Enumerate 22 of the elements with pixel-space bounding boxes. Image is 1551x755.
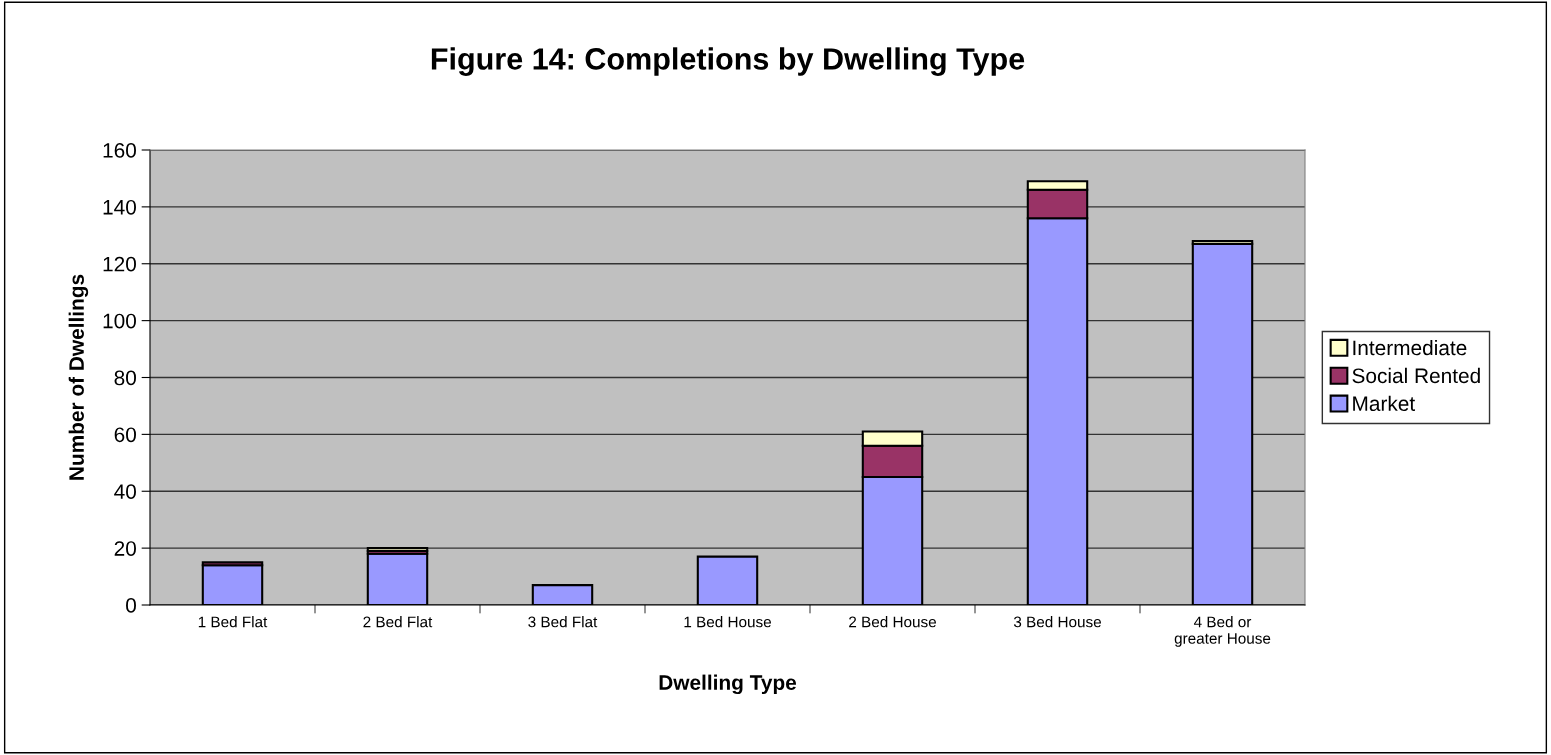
y-tick-label: 140 bbox=[103, 199, 136, 215]
x-tick-label: 1 Bed Flat bbox=[198, 616, 268, 628]
legend-label: Market bbox=[1353, 395, 1416, 412]
x-tick-label: 2 Bed Flat bbox=[363, 616, 433, 628]
y-axis-title: Number of Dwellings bbox=[68, 274, 89, 480]
y-tick-label: 120 bbox=[103, 256, 136, 272]
y-tick-label: 60 bbox=[114, 427, 136, 443]
x-tick-label: 3 Bed Flat bbox=[528, 616, 598, 628]
x-axis-title: Dwelling Type bbox=[659, 674, 797, 695]
x-tick-label: 4 Bed or greater House bbox=[1174, 616, 1271, 647]
legend-label: Intermediate bbox=[1353, 339, 1467, 356]
x-tick-label: 3 Bed House bbox=[1013, 616, 1101, 628]
legend-label: Social Rented bbox=[1352, 367, 1480, 384]
y-tick-label: 20 bbox=[114, 541, 136, 556]
y-tick-label: 160 bbox=[103, 143, 136, 158]
y-tick-label: 40 bbox=[114, 484, 136, 499]
chart-title: Figure 14: Completions by Dwelling Type bbox=[431, 47, 1025, 76]
y-tick-label: 80 bbox=[114, 370, 136, 386]
y-tick-label: 0 bbox=[126, 598, 136, 613]
x-tick-label: 1 Bed House bbox=[684, 616, 771, 628]
x-tick-label: 2 Bed House bbox=[849, 616, 936, 628]
y-tick-label: 100 bbox=[103, 313, 136, 329]
